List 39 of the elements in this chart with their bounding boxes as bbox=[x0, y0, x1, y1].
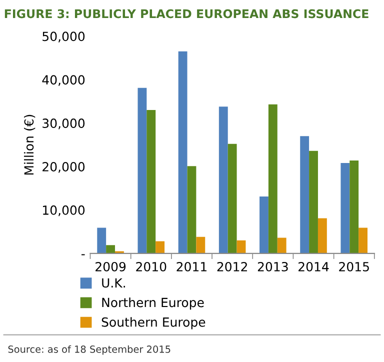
bar bbox=[309, 150, 318, 254]
bar bbox=[236, 240, 246, 254]
bar bbox=[277, 238, 286, 254]
bar bbox=[218, 106, 228, 254]
bar bbox=[97, 228, 106, 254]
y-tick-label: 10,000 bbox=[43, 205, 85, 216]
x-tick-label: 2015 bbox=[339, 262, 369, 272]
bar bbox=[358, 228, 368, 254]
x-tick-label: 2014 bbox=[298, 262, 329, 272]
x-tick-label: 2011 bbox=[176, 262, 206, 272]
x-tick-label: 2010 bbox=[136, 262, 166, 272]
legend-label: Northern Europe bbox=[102, 298, 204, 310]
legend-label: Southern Europe bbox=[102, 317, 206, 330]
bar bbox=[340, 163, 350, 254]
x-tick-label: 2013 bbox=[258, 262, 288, 272]
bar bbox=[350, 160, 359, 254]
x-tick-label: 2009 bbox=[96, 262, 126, 272]
source-note: Source: as of 18 September 2015 bbox=[8, 345, 170, 355]
bar bbox=[228, 144, 237, 254]
bar bbox=[196, 236, 206, 254]
y-tick-label: - bbox=[81, 254, 85, 256]
bar bbox=[300, 136, 310, 254]
bar bbox=[156, 241, 165, 254]
bar bbox=[318, 218, 327, 254]
y-tick-label: 40,000 bbox=[42, 75, 85, 86]
bar bbox=[268, 104, 278, 254]
x-tick-label: 2012 bbox=[217, 262, 247, 272]
y-tick-label: 30,000 bbox=[42, 118, 85, 130]
y-tick-label: 50,000 bbox=[42, 32, 85, 42]
y-axis-title: Million (€) bbox=[24, 114, 36, 175]
legend-label: U.K. bbox=[102, 278, 125, 288]
bar bbox=[138, 88, 147, 254]
bar bbox=[146, 110, 156, 254]
y-tick-label: 20,000 bbox=[42, 162, 85, 173]
bar bbox=[106, 245, 116, 254]
bar bbox=[187, 166, 196, 254]
bar bbox=[260, 196, 268, 254]
bar bbox=[178, 51, 188, 254]
chart-title: FIGURE 3: PUBLICLY PLACED EUROPEAN ABS ISSUANCE bbox=[4, 9, 368, 18]
